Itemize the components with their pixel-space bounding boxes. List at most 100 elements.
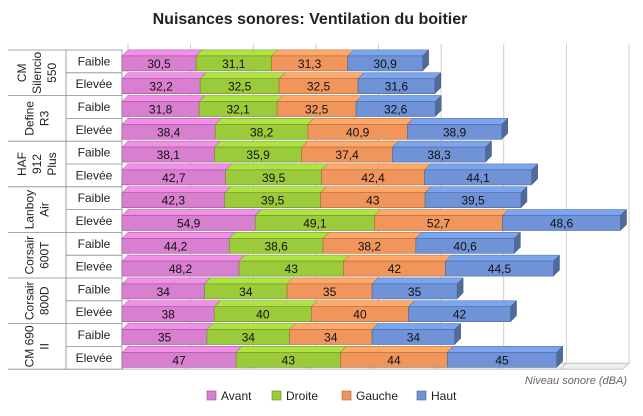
data-label: 30,5 (147, 57, 171, 71)
bar-top (310, 300, 416, 307)
bar-top (238, 254, 351, 262)
data-label: 42,4 (361, 171, 385, 185)
bar-segment[interactable] (407, 124, 503, 140)
bar-top (286, 277, 379, 285)
data-label: 39,5 (261, 194, 285, 208)
bar-segment[interactable] (371, 329, 455, 345)
bar-top (371, 277, 464, 285)
tick-label: Faible (78, 191, 111, 205)
data-label: 42,3 (162, 194, 186, 208)
data-label: 38 (161, 308, 175, 322)
data-label: 49,1 (303, 217, 327, 231)
bar-segment[interactable] (408, 306, 511, 323)
group-label: LanboyAir (23, 190, 52, 229)
data-label: 35,9 (246, 148, 270, 162)
data-label: 42 (388, 262, 402, 276)
data-label: 45 (495, 353, 509, 367)
legend-label: Gauche (356, 389, 398, 403)
data-label: 32,6 (384, 103, 408, 117)
bar-top (339, 346, 454, 353)
data-label: 52,7 (427, 217, 451, 231)
tick-label: Faible (78, 54, 111, 68)
bar-segment[interactable] (424, 192, 522, 208)
bar-top (206, 323, 297, 330)
bar-segment[interactable] (415, 238, 515, 254)
bar-top (288, 323, 379, 330)
data-label: 34 (407, 331, 421, 345)
data-label: 35 (323, 285, 337, 299)
bar-top (501, 209, 628, 216)
bar-top (415, 232, 521, 239)
bar-top (121, 72, 207, 79)
bar-top (322, 232, 423, 239)
data-label: 40,6 (453, 239, 477, 253)
bar-top (121, 163, 233, 171)
tick-label: Faible (78, 146, 111, 160)
legend-swatch (271, 390, 282, 401)
data-label: 38,4 (157, 125, 181, 139)
tick-label: Faible (78, 100, 111, 114)
bar-top (270, 49, 355, 57)
data-label: 38,9 (443, 125, 467, 139)
data-label: 39,5 (262, 171, 286, 185)
bar-segment[interactable] (371, 283, 458, 300)
data-label: 38,2 (250, 125, 274, 139)
bar-top (446, 346, 564, 353)
bar-segment[interactable] (445, 260, 554, 277)
bar-top (342, 254, 453, 262)
tick-label: Elevée (76, 351, 113, 365)
group-label: Corsair800D (23, 281, 52, 320)
data-label: 40 (256, 308, 270, 322)
data-label: 39,5 (461, 194, 485, 208)
tick-label: Faible (78, 328, 111, 342)
bar-top (346, 49, 430, 57)
data-label: 44,5 (488, 262, 512, 276)
data-label: 31,1 (222, 57, 246, 71)
bar-top (373, 209, 510, 216)
data-label: 38,3 (427, 148, 451, 162)
data-label: 44,2 (164, 239, 188, 253)
bar-top (121, 118, 222, 125)
bar-top (121, 49, 203, 57)
data-label: 42,7 (162, 171, 186, 185)
legend-label: Droite (286, 389, 318, 403)
bar-top (121, 140, 222, 148)
bar-segment[interactable] (424, 169, 532, 186)
tick-label: Elevée (76, 168, 113, 182)
bar-top (355, 95, 442, 102)
bar-top (320, 163, 432, 171)
data-label: 32,5 (228, 80, 252, 94)
bar-segment[interactable] (392, 146, 486, 163)
data-label: 48,2 (169, 262, 193, 276)
bar-segment[interactable] (355, 101, 436, 117)
bar-top (203, 277, 294, 285)
legend-label: Haut (431, 389, 457, 403)
bar-top (214, 118, 315, 125)
data-label: 32,2 (149, 80, 173, 94)
data-label: 34 (157, 285, 171, 299)
data-label: 32,5 (305, 103, 329, 117)
bar-top (121, 254, 246, 262)
group-label: HAF912Plus (15, 152, 59, 176)
x-axis-label: Niveau sonore (dBA) (525, 375, 627, 387)
bar-top (406, 118, 509, 125)
data-label: 54,9 (177, 217, 201, 231)
bar-segment[interactable] (447, 351, 557, 368)
data-label: 31,6 (385, 80, 409, 94)
group-label: DefineR3 (23, 101, 52, 136)
data-label: 38,2 (358, 239, 382, 253)
data-label: 40,9 (346, 125, 370, 139)
bar-top (254, 209, 382, 216)
bar-segment[interactable] (357, 78, 436, 94)
data-label: 32,1 (227, 103, 251, 117)
bar-top (320, 186, 432, 193)
bar-top (195, 49, 279, 57)
group-label: CM 690II (23, 325, 52, 367)
group-label: Corsair600T (23, 236, 52, 275)
bar-segment[interactable] (347, 55, 423, 72)
bar-segment[interactable] (502, 215, 621, 231)
legend-label: Avant (221, 389, 252, 403)
bar-top (225, 163, 329, 171)
